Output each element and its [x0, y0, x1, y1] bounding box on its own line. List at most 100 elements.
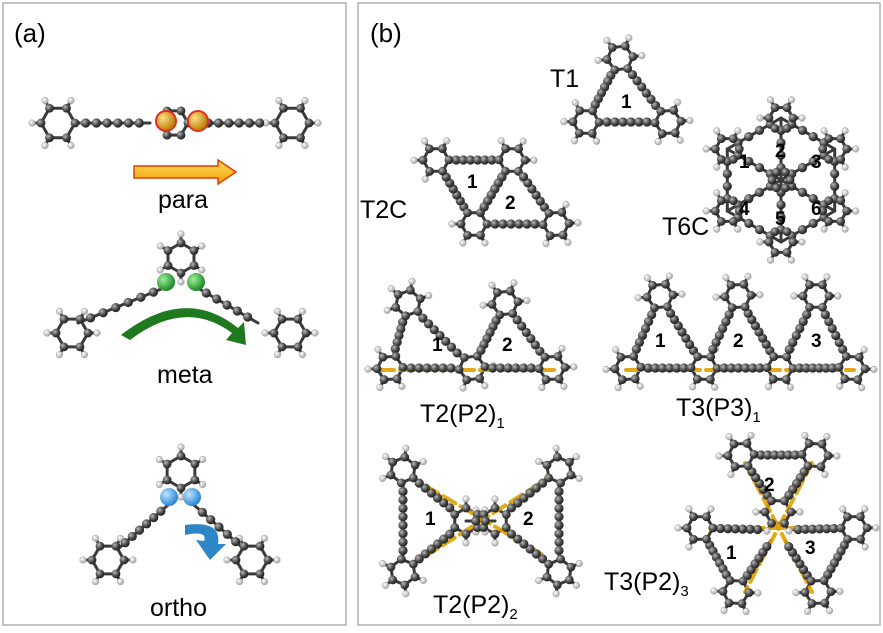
carbon-atom	[780, 519, 789, 528]
carbon-atom	[481, 362, 490, 371]
carbon-atom	[768, 176, 777, 185]
carbon-atom	[177, 484, 186, 493]
carbon-atom	[556, 478, 565, 487]
carbon-atom	[527, 363, 536, 372]
carbon-atom	[717, 217, 726, 226]
hydrogen-atom	[130, 557, 137, 564]
carbon-atom	[555, 375, 564, 384]
carbon-atom	[99, 308, 108, 317]
carbon-atom	[855, 353, 864, 362]
hydrogen-atom	[81, 351, 88, 358]
carbon-atom	[789, 114, 798, 123]
carbon-atom	[603, 55, 612, 64]
hydrogen-atom	[666, 273, 673, 280]
carbon-atom	[785, 345, 794, 354]
carbon-atom	[120, 556, 129, 565]
carbon-atom	[398, 504, 407, 513]
carbon-atom	[223, 530, 232, 539]
carbon-atom	[726, 281, 735, 290]
hydrogen-atom	[644, 275, 651, 282]
hydrogen-atom	[42, 142, 49, 149]
carbon-atom	[616, 353, 625, 362]
carbon-atom	[495, 155, 504, 164]
carbon-atom	[721, 292, 730, 301]
carbon-atom	[398, 546, 407, 555]
carbon-atom	[787, 508, 796, 517]
hydrogen-atom	[535, 577, 542, 584]
carbon-atom	[491, 504, 500, 513]
hydrogen-atom	[713, 294, 720, 301]
hydrogen-atom	[873, 525, 880, 532]
hydrogen-atom	[382, 453, 389, 460]
carbon-atom	[825, 292, 834, 301]
carbon-atom	[543, 461, 552, 470]
carbon-atom	[744, 132, 753, 141]
carbon-atom	[663, 302, 672, 311]
carbon-atom	[506, 287, 515, 296]
hydrogen-atom	[735, 128, 742, 135]
carbon-atom	[76, 342, 85, 351]
carbon-atom	[480, 202, 489, 211]
carbon-atom	[460, 353, 469, 362]
hydrogen-atom	[716, 453, 723, 460]
t6c-name: T6C	[662, 213, 709, 242]
hydrogen-atom	[384, 307, 391, 314]
carbon-atom	[602, 117, 611, 126]
carbon-atom	[567, 563, 576, 572]
carbon-atom	[610, 65, 619, 74]
carbon-atom	[772, 183, 781, 192]
hydrogen-atom	[753, 509, 760, 516]
carbon-atom	[391, 344, 400, 353]
carbon-atom	[861, 364, 870, 373]
hydrogen-atom	[748, 432, 755, 439]
carbon-atom	[769, 375, 778, 384]
meta-site-atom	[157, 273, 175, 291]
hydrogen-atom	[799, 239, 806, 246]
carbon-atom	[565, 458, 574, 467]
carbon-atom	[233, 306, 242, 315]
hydrogen-atom	[764, 528, 771, 535]
carbon-atom	[149, 288, 158, 297]
carbon-atom	[177, 106, 186, 115]
hydrogen-atom	[572, 99, 579, 106]
hydrogen-atom	[379, 475, 386, 482]
hydrogen-atom	[743, 608, 750, 615]
t2p2-1-subscript: 1	[496, 415, 504, 432]
hydrogen-atom	[379, 560, 386, 567]
panel-b-label: (b)	[370, 18, 402, 49]
hydrogen-atom	[198, 243, 205, 250]
carbon-atom	[539, 220, 548, 229]
carbon-atom	[799, 292, 808, 301]
panel-a-label: (a)	[14, 18, 46, 49]
carbon-atom	[264, 556, 273, 565]
hydrogen-atom	[312, 330, 319, 337]
carbon-atom	[501, 144, 510, 153]
para-site-atom	[156, 111, 176, 131]
carbon-atom	[783, 124, 792, 133]
carbon-atom	[750, 450, 759, 459]
carbon-atom	[669, 106, 678, 115]
carbon-atom	[163, 131, 172, 140]
carbon-atom	[52, 329, 61, 338]
hydrogen-atom	[675, 525, 682, 532]
carbon-atom	[836, 217, 845, 226]
t1-name: T1	[550, 65, 579, 94]
carbon-atom	[842, 207, 851, 216]
carbon-atom	[111, 303, 120, 312]
carbon-atom	[824, 196, 833, 205]
hydrogen-atom	[531, 157, 538, 164]
hydrogen-atom	[826, 607, 833, 614]
hydrogen-atom	[604, 37, 611, 44]
ortho-site-atom	[160, 488, 178, 506]
hydrogen-atom	[755, 590, 762, 597]
carbon-atom	[388, 458, 397, 467]
carbon-atom	[798, 163, 807, 172]
carbon-atom	[156, 507, 165, 516]
hydrogen-atom	[274, 308, 281, 315]
hydrogen-atom	[824, 433, 831, 440]
t2c-ring-1: 1	[467, 172, 478, 194]
carbon-atom	[840, 374, 849, 383]
meta-arrow	[121, 308, 246, 345]
hydrogen-atom	[835, 293, 842, 300]
carbon-atom	[786, 176, 795, 185]
